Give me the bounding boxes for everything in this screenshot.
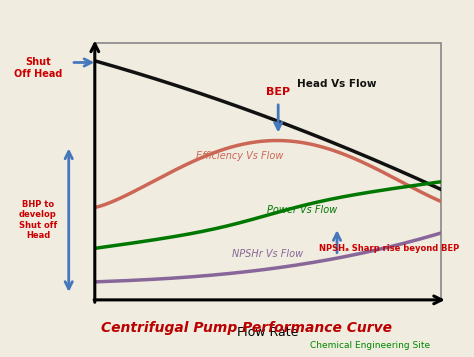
Text: Shut
Off Head: Shut Off Head	[14, 57, 62, 79]
Text: BHP to
develop
Shut off
Head: BHP to develop Shut off Head	[19, 200, 57, 240]
Text: NPSHₐ Sharp rise beyond BEP: NPSHₐ Sharp rise beyond BEP	[319, 244, 459, 253]
Text: Centrifugal Pump Performance Curve: Centrifugal Pump Performance Curve	[101, 321, 392, 335]
Text: Head Vs Flow: Head Vs Flow	[297, 79, 377, 89]
Text: NPSHr Vs Flow: NPSHr Vs Flow	[232, 248, 303, 258]
Text: Efficiency Vs Flow: Efficiency Vs Flow	[196, 151, 284, 161]
Text: Flow Rate: Flow Rate	[237, 326, 299, 338]
Text: Chemical Engineering Site: Chemical Engineering Site	[310, 341, 430, 350]
Text: Power Vs Flow: Power Vs Flow	[267, 205, 337, 215]
Text: BEP: BEP	[266, 87, 290, 97]
